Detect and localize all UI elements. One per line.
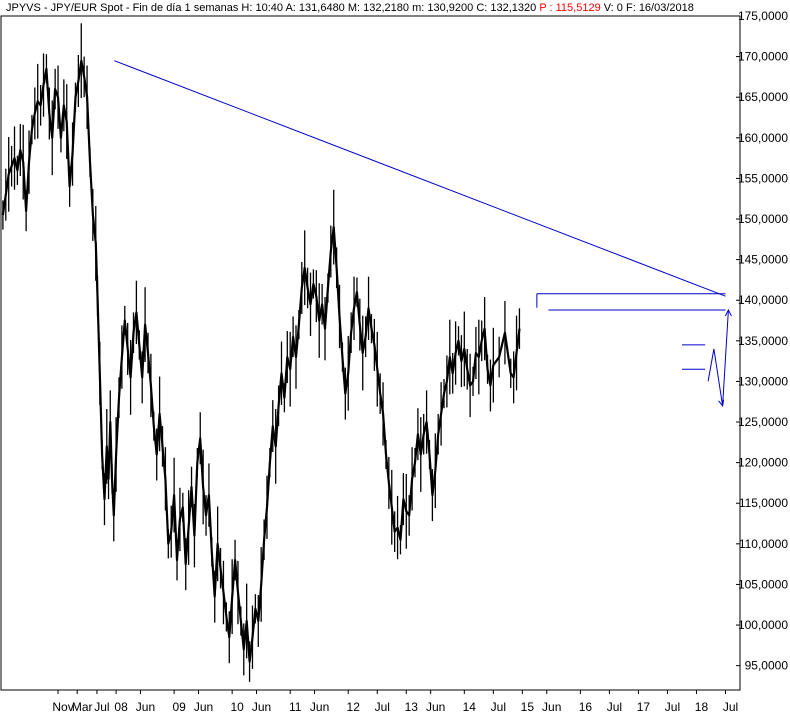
- projection-low-arrowhead: [718, 399, 725, 407]
- y-tick-label: 165,0000: [738, 90, 788, 104]
- y-tick-label: 100,0000: [738, 618, 788, 632]
- drawings: [114, 60, 732, 407]
- symbol: JPYVS: [6, 2, 41, 14]
- plot-frame: [0, 15, 741, 691]
- x-tick-label: Jul: [94, 700, 109, 712]
- y-tick-label: 95,0000: [745, 659, 789, 673]
- projection-path: [707, 309, 729, 406]
- x-tick-label: 09: [172, 700, 186, 712]
- volume-value: V: 0: [603, 2, 623, 14]
- open-value: A: 131,6480: [285, 2, 345, 14]
- x-tick-label: 11: [289, 700, 302, 712]
- x-tick-label: Jun: [194, 700, 213, 712]
- x-tick-label: 16: [579, 700, 593, 712]
- y-axis: 95,0000 100,0000 105,0000 110,0000 115,0000 1…: [736, 9, 788, 673]
- projection-arrowhead: [724, 308, 732, 317]
- y-tick-label: 155,0000: [738, 171, 788, 185]
- trendline: [114, 60, 726, 297]
- y-tick-label: 115,0000: [739, 496, 788, 510]
- x-tick-label: Jun: [542, 700, 561, 712]
- y-tick-label: 140,0000: [738, 293, 788, 307]
- y-tick-label: 145,0000: [738, 253, 788, 267]
- date-value: F: 16/03/2018: [625, 2, 694, 14]
- y-tick-label: 130,0000: [738, 374, 788, 388]
- x-tick-label: Jun: [252, 700, 271, 712]
- instrument-name: JPY/EUR Spot: [50, 2, 123, 14]
- x-tick-label: Jul: [491, 700, 506, 712]
- x-tick-label: 10: [230, 700, 244, 712]
- price-series: [1, 23, 521, 682]
- y-tick-label: 170,0000: [738, 50, 788, 64]
- y-tick-label: 135,0000: [738, 334, 788, 348]
- x-tick-label: Jun: [136, 700, 155, 712]
- plot-border: [0, 15, 741, 691]
- y-tick-label: 110,0000: [739, 537, 788, 551]
- chart-header: JPYVS - JPY/EUR Spot - Fin de día 1 sema…: [6, 2, 694, 14]
- y-tick-label: 120,0000: [738, 456, 788, 470]
- x-tick-label: Jun: [426, 700, 445, 712]
- x-tick-label: 15: [521, 700, 535, 712]
- min-value: m: 130,9200: [412, 2, 474, 14]
- x-tick-label: Jul: [375, 700, 390, 712]
- x-tick-label: 14: [463, 700, 477, 712]
- x-tick-label: Mar: [72, 700, 93, 712]
- y-tick-label: 125,0000: [738, 415, 788, 429]
- x-tick-label: Jul: [607, 700, 622, 712]
- x-tick-label: 13: [405, 700, 419, 712]
- x-tick-label: Jun: [310, 700, 329, 712]
- x-tick-label: 08: [114, 700, 128, 712]
- price-value: P : 115,5129: [539, 2, 601, 14]
- x-tick-label: 12: [347, 700, 361, 712]
- x-tick-label: Jul: [665, 700, 680, 712]
- x-tick-label: Jul: [723, 700, 738, 712]
- x-tick-label: 17: [637, 700, 651, 712]
- time: H: 10:40: [241, 2, 284, 14]
- x-tick-label: 18: [695, 700, 709, 712]
- close-value: C: 132,1320: [476, 2, 537, 14]
- y-tick-label: 175,0000: [738, 9, 788, 23]
- max-value: M: 132,2180: [347, 2, 410, 14]
- y-tick-label: 160,0000: [738, 131, 788, 145]
- period: Fin de día 1 semanas: [132, 2, 239, 14]
- y-tick-label: 105,0000: [738, 577, 788, 591]
- x-tick-label: Nov: [52, 700, 73, 712]
- y-tick-label: 150,0000: [738, 212, 788, 226]
